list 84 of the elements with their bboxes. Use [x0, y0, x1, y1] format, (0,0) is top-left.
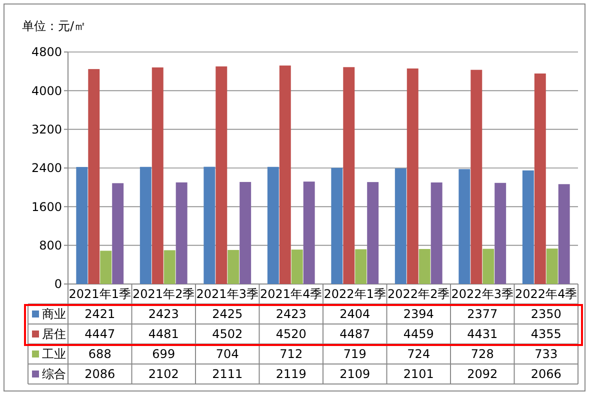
bar [546, 248, 558, 284]
data-label: 2404 [340, 307, 370, 322]
data-label: 712 [280, 347, 303, 362]
bar [303, 182, 315, 284]
bar [279, 66, 291, 284]
data-label: 2350 [530, 307, 562, 322]
legend-label: 工业 [42, 347, 66, 362]
y-tick-label: 1600 [31, 200, 62, 214]
data-label: 2066 [530, 367, 562, 382]
x-tick-label: 2022年2季 [388, 287, 450, 302]
bar [367, 182, 379, 284]
bar [152, 67, 164, 284]
bar [204, 166, 216, 284]
y-tick-label: 4000 [31, 84, 62, 98]
data-label: 728 [470, 347, 494, 362]
bar [228, 250, 240, 284]
x-tick-label: 2021年3季 [196, 287, 258, 302]
bar [343, 67, 355, 284]
bar [558, 184, 570, 284]
data-label: 2394 [403, 307, 434, 322]
bar [482, 248, 494, 284]
data-label: 4487 [340, 327, 370, 342]
data-label: 4481 [148, 327, 179, 342]
y-tick-label: 2400 [31, 161, 62, 176]
bar [418, 249, 430, 284]
y-tick-label: 3200 [31, 122, 62, 137]
bar [291, 250, 303, 284]
bar [406, 68, 418, 284]
bar [88, 69, 100, 284]
y-axis-title: 单位：元/㎡ [22, 19, 86, 33]
x-tick-label: 2021年4季 [260, 287, 322, 302]
bar [534, 74, 546, 284]
bar [76, 166, 88, 284]
data-label: 4502 [212, 327, 243, 342]
legend-label: 商业 [42, 307, 66, 322]
data-label: 2086 [84, 367, 116, 382]
y-tick-label: 800 [39, 238, 62, 253]
data-label: 2425 [212, 307, 243, 322]
bar [494, 182, 506, 284]
y-tick-label: 4800 [31, 45, 62, 60]
data-label: 2111 [212, 367, 243, 382]
data-label: 2101 [403, 367, 434, 382]
legend-label: 居住 [42, 327, 66, 342]
x-tick-label: 2022年3季 [451, 287, 514, 302]
bar [240, 182, 252, 284]
data-label: 699 [152, 347, 176, 362]
data-label: 724 [407, 347, 430, 362]
data-label: 4355 [530, 327, 562, 342]
data-label: 4431 [467, 327, 498, 342]
data-label: 2377 [467, 307, 498, 322]
data-label: 4447 [84, 327, 116, 342]
data-label: 2119 [276, 367, 306, 382]
bar [216, 66, 228, 284]
data-label: 2109 [340, 367, 370, 382]
bar [100, 250, 112, 284]
data-label: 688 [88, 347, 112, 362]
bar [355, 249, 367, 284]
bar [112, 183, 124, 284]
y-tick-label: 0 [54, 277, 62, 292]
bar [140, 166, 152, 284]
data-label: 2423 [276, 307, 306, 322]
bar [522, 170, 534, 284]
legend-label: 综合 [42, 367, 66, 382]
bar [267, 166, 279, 284]
data-label: 719 [343, 347, 366, 362]
bar [176, 182, 188, 284]
x-tick-label: 2021年1季 [68, 287, 131, 302]
data-label: 2102 [148, 367, 179, 382]
bar [430, 182, 442, 284]
data-label: 2421 [84, 307, 116, 322]
x-tick-label: 2022年4季 [515, 287, 578, 302]
x-tick-label: 2022年1季 [324, 287, 386, 302]
data-label: 4459 [403, 327, 434, 342]
data-label: 704 [216, 347, 239, 362]
bar [470, 70, 482, 284]
data-label: 2423 [148, 307, 179, 322]
bar [394, 168, 406, 284]
data-label: 733 [534, 347, 558, 362]
bar [164, 250, 176, 284]
data-label: 2092 [467, 367, 498, 382]
bar [331, 168, 343, 284]
data-label: 4520 [276, 327, 306, 342]
x-tick-label: 2021年2季 [132, 287, 195, 302]
bar [458, 169, 470, 284]
